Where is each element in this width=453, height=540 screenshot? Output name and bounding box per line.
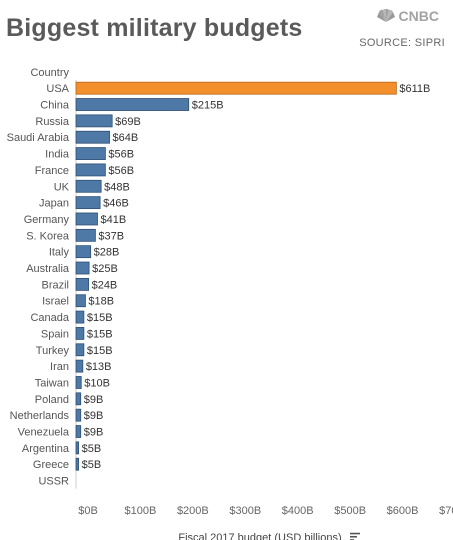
bar xyxy=(75,147,106,160)
value-label: $9B xyxy=(84,410,104,422)
value-label: $69B xyxy=(115,116,141,128)
category-label: USA xyxy=(46,83,69,95)
x-tick-label: $100B xyxy=(125,505,157,517)
bar xyxy=(75,359,84,373)
category-label: China xyxy=(40,100,70,112)
value-label: $9B xyxy=(84,394,104,406)
bar xyxy=(75,245,92,259)
category-label: Taiwan xyxy=(35,377,69,389)
bar xyxy=(75,343,85,357)
value-label: $13B xyxy=(86,361,112,373)
value-label: $611B xyxy=(399,83,430,95)
category-label: Argentina xyxy=(22,443,70,455)
bar xyxy=(75,441,80,455)
category-label: UK xyxy=(54,181,70,193)
value-label: $5B xyxy=(82,459,102,471)
x-tick-label: $500B xyxy=(334,505,366,517)
category-label: India xyxy=(45,149,70,161)
x-tick-label: $300B xyxy=(229,505,261,517)
category-label: Spain xyxy=(41,328,69,340)
category-label: Venezuela xyxy=(18,427,70,439)
value-label: $41B xyxy=(100,214,126,226)
x-tick-label: $600B xyxy=(387,505,419,517)
source-note: SOURCE: SIPRI xyxy=(359,37,445,49)
bar xyxy=(75,376,82,389)
bar xyxy=(75,408,82,422)
bar xyxy=(75,81,397,95)
value-label: $25B xyxy=(92,263,118,275)
category-label: Italy xyxy=(49,247,70,259)
bar xyxy=(75,294,86,308)
bar xyxy=(75,457,80,471)
chart-title: Biggest military budgets xyxy=(6,14,303,42)
brand-name: CNBC xyxy=(398,8,439,24)
value-label: $48B xyxy=(104,181,130,193)
value-label: $10B xyxy=(84,377,110,389)
bar xyxy=(75,392,82,406)
category-label: Russia xyxy=(35,116,70,128)
x-tick-label: $700B xyxy=(439,505,453,517)
x-axis-title: Fiscal 2017 budget (USD billions) xyxy=(178,532,341,540)
bar xyxy=(75,196,101,210)
category-label: Germany xyxy=(24,214,70,226)
bar xyxy=(75,179,102,193)
category-label: Canada xyxy=(30,312,69,324)
value-label: $56B xyxy=(108,165,134,177)
value-label: $28B xyxy=(94,247,120,259)
category-label: Netherlands xyxy=(10,410,70,422)
category-label: Iran xyxy=(50,361,69,373)
value-label: $56B xyxy=(108,149,134,161)
value-label: $15B xyxy=(87,312,113,324)
bar xyxy=(75,212,98,226)
bar xyxy=(75,114,113,128)
x-tick-label: $200B xyxy=(177,505,209,517)
bar xyxy=(75,425,82,438)
category-label: Turkey xyxy=(36,345,70,357)
bar xyxy=(75,310,85,324)
cnbc-logo: CNBC xyxy=(376,8,439,24)
category-label: Poland xyxy=(35,394,69,406)
value-label: $46B xyxy=(103,198,129,210)
value-label: $15B xyxy=(87,328,113,340)
category-label: Greece xyxy=(33,459,69,471)
category-label: Brazil xyxy=(41,279,69,291)
row-header: Country xyxy=(30,67,69,79)
category-label: Israel xyxy=(42,296,69,308)
category-label: Australia xyxy=(26,263,70,275)
value-label: $9B xyxy=(84,427,104,439)
category-label: USSR xyxy=(38,476,69,488)
value-label: $215B xyxy=(192,100,224,112)
bar xyxy=(75,130,110,144)
bar-chart: Country USA $611B China $215B Russia $69B Saudi… xyxy=(7,67,453,540)
value-label: $64B xyxy=(113,132,139,144)
x-tick-label: $0B xyxy=(78,505,98,517)
category-label: Saudi Arabia xyxy=(7,132,70,144)
bar xyxy=(75,327,85,340)
peacock-icon xyxy=(376,9,395,22)
category-label: S. Korea xyxy=(26,230,70,242)
value-label: $18B xyxy=(88,296,114,308)
bar xyxy=(75,163,106,177)
bar xyxy=(75,98,190,111)
value-label: $5B xyxy=(82,443,102,455)
bar xyxy=(75,228,96,242)
category-label: Japan xyxy=(39,198,69,210)
value-label: $24B xyxy=(92,279,118,291)
value-label: $37B xyxy=(98,230,124,242)
bar xyxy=(75,277,89,291)
x-tick-label: $400B xyxy=(282,505,314,517)
value-label: $15B xyxy=(87,345,113,357)
sort-descending-icon[interactable] xyxy=(350,532,360,540)
category-label: France xyxy=(35,165,69,177)
bar xyxy=(75,261,90,275)
